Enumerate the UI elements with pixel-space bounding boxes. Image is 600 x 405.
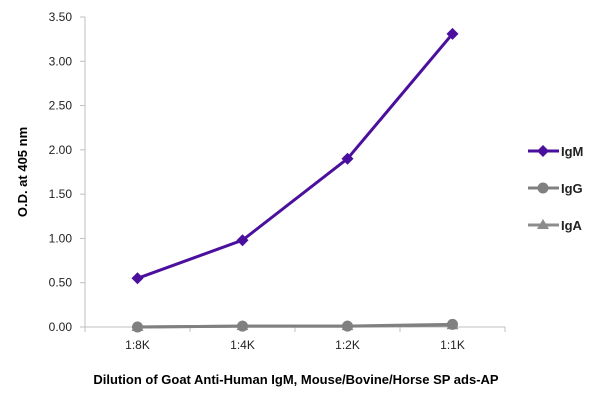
x-tick-label: 1:1K — [440, 338, 465, 352]
y-tick-label: 2.50 — [49, 99, 73, 113]
y-tick-label: 0.00 — [49, 320, 73, 334]
series-line-igm — [136, 32, 454, 280]
y-tick-label: 1.00 — [49, 231, 73, 245]
data-point-igg — [447, 318, 458, 330]
data-point-igg — [237, 320, 248, 332]
x-axis-title: Dilution of Goat Anti-Human IgM, Mouse/B… — [93, 372, 499, 387]
data-point-igm — [236, 234, 249, 247]
legend-marker — [537, 182, 549, 194]
x-tick-label: 1:4K — [230, 338, 255, 352]
data-point-igg — [342, 320, 353, 332]
data-point-igm — [131, 272, 144, 285]
y-tick-label: 3.00 — [49, 54, 73, 68]
legend-label: IgA — [561, 218, 583, 233]
y-axis-title: O.D. at 405 nm — [15, 127, 30, 217]
data-point-igg — [132, 321, 143, 333]
legend-label: IgG — [561, 181, 583, 196]
x-tick-label: 1:8K — [125, 338, 150, 352]
series-line-igg — [137, 322, 453, 329]
series-igg — [132, 318, 458, 333]
y-tick-label: 1.50 — [49, 187, 73, 201]
legend-label: IgM — [561, 144, 583, 159]
y-tick-label: 0.50 — [49, 276, 73, 290]
legend-item-igm: IgM — [528, 144, 583, 159]
data-point-igm — [341, 152, 354, 165]
legend-marker — [537, 219, 549, 229]
legend-marker — [537, 145, 549, 157]
y-tick-label: 3.50 — [49, 10, 73, 24]
data-point-igm — [446, 27, 459, 40]
legend-item-iga: IgA — [528, 218, 583, 233]
legend-item-igg: IgG — [528, 181, 583, 196]
y-tick-label: 2.00 — [49, 143, 73, 157]
x-tick-label: 1:2K — [335, 338, 360, 352]
series-igm — [131, 27, 459, 285]
